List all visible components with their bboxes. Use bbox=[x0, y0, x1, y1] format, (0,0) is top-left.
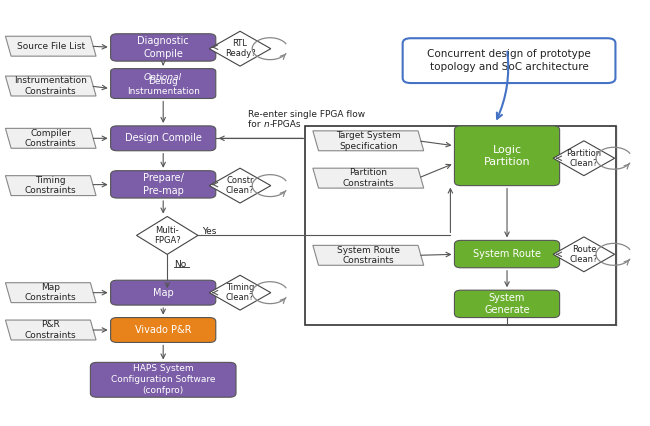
FancyBboxPatch shape bbox=[111, 317, 216, 343]
Text: -FPGAs: -FPGAs bbox=[270, 121, 302, 130]
Text: Concurrent design of prototype
topology and SoC architecture: Concurrent design of prototype topology … bbox=[427, 49, 591, 72]
Text: P&R
Constraints: P&R Constraints bbox=[25, 320, 77, 340]
Polygon shape bbox=[553, 237, 615, 272]
Text: System Route
Constraints: System Route Constraints bbox=[337, 246, 400, 265]
Text: System Route: System Route bbox=[473, 249, 541, 259]
FancyBboxPatch shape bbox=[111, 126, 216, 151]
Text: Design Compile: Design Compile bbox=[125, 133, 202, 143]
Text: Diagnostic
Compile: Diagnostic Compile bbox=[137, 36, 189, 59]
Polygon shape bbox=[136, 216, 198, 254]
FancyBboxPatch shape bbox=[454, 126, 560, 186]
Polygon shape bbox=[209, 168, 271, 203]
Text: Partition
Clean?: Partition Clean? bbox=[566, 149, 601, 168]
FancyBboxPatch shape bbox=[90, 363, 236, 397]
Text: Target System
Specification: Target System Specification bbox=[336, 131, 400, 150]
Polygon shape bbox=[5, 76, 96, 96]
FancyBboxPatch shape bbox=[402, 38, 616, 83]
Text: Logic
Partition: Logic Partition bbox=[484, 144, 530, 167]
Text: Re-enter single FPGA flow: Re-enter single FPGA flow bbox=[248, 110, 365, 119]
Text: Instrumentation
Constraints: Instrumentation Constraints bbox=[14, 76, 87, 96]
FancyBboxPatch shape bbox=[454, 240, 560, 268]
Text: HAPS System
Configuration Software
(confpro): HAPS System Configuration Software (conf… bbox=[111, 364, 215, 395]
FancyBboxPatch shape bbox=[111, 171, 216, 198]
Text: Vivado P&R: Vivado P&R bbox=[135, 325, 192, 335]
FancyBboxPatch shape bbox=[111, 69, 216, 98]
Polygon shape bbox=[5, 128, 96, 148]
Text: Timing
Constraints: Timing Constraints bbox=[25, 176, 77, 195]
Polygon shape bbox=[209, 275, 271, 310]
Text: No: No bbox=[174, 260, 186, 269]
Text: n: n bbox=[264, 121, 270, 130]
Text: Source File List: Source File List bbox=[17, 42, 84, 51]
Polygon shape bbox=[313, 168, 424, 188]
Polygon shape bbox=[5, 176, 96, 196]
Text: System
Generate: System Generate bbox=[484, 293, 530, 315]
Polygon shape bbox=[5, 283, 96, 302]
FancyBboxPatch shape bbox=[111, 34, 216, 61]
FancyBboxPatch shape bbox=[111, 280, 216, 305]
Text: Debug
Instrumentation: Debug Instrumentation bbox=[127, 77, 200, 96]
Polygon shape bbox=[5, 36, 96, 56]
Polygon shape bbox=[5, 320, 96, 340]
Polygon shape bbox=[313, 245, 424, 265]
Text: Constr
Clean?: Constr Clean? bbox=[226, 176, 254, 195]
Text: Route
Clean?: Route Clean? bbox=[569, 245, 598, 264]
Polygon shape bbox=[553, 141, 615, 176]
Text: Yes: Yes bbox=[202, 227, 216, 236]
Text: Map: Map bbox=[153, 288, 174, 298]
Text: Timing
Clean?: Timing Clean? bbox=[226, 283, 254, 302]
Text: Compiler
Constraints: Compiler Constraints bbox=[25, 129, 77, 148]
Polygon shape bbox=[209, 31, 271, 66]
Text: Prepare/
Pre-map: Prepare/ Pre-map bbox=[143, 173, 184, 196]
Text: Multi-
FPGA?: Multi- FPGA? bbox=[154, 226, 181, 245]
Text: RTL
Ready?: RTL Ready? bbox=[225, 39, 255, 58]
Polygon shape bbox=[313, 131, 424, 151]
Text: Partition
Constraints: Partition Constraints bbox=[343, 168, 394, 188]
FancyBboxPatch shape bbox=[454, 290, 560, 317]
Text: Map
Constraints: Map Constraints bbox=[25, 283, 77, 302]
Text: for: for bbox=[248, 121, 263, 130]
Text: Optional: Optional bbox=[144, 72, 182, 81]
